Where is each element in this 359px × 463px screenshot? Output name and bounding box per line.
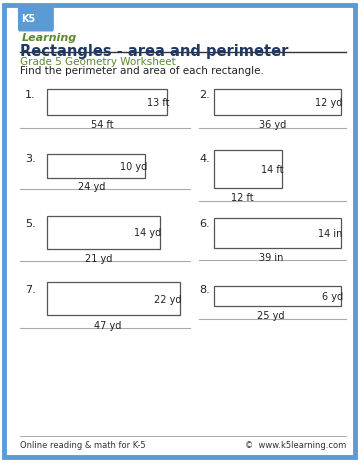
- Text: Learning: Learning: [22, 33, 77, 44]
- Text: 3.: 3.: [25, 154, 36, 164]
- Bar: [47, 154, 145, 178]
- Text: 14 ft: 14 ft: [261, 165, 284, 175]
- Text: 24 yd: 24 yd: [78, 182, 105, 192]
- Text: Rectangles - area and perimeter: Rectangles - area and perimeter: [20, 44, 288, 59]
- Text: 8.: 8.: [199, 285, 210, 295]
- Bar: [47, 90, 167, 116]
- Text: 13 ft: 13 ft: [147, 98, 169, 108]
- Bar: [47, 282, 180, 316]
- Bar: [214, 90, 341, 116]
- Text: 12 yd: 12 yd: [316, 98, 343, 108]
- Text: 22 yd: 22 yd: [154, 294, 181, 304]
- Text: 14 in: 14 in: [318, 228, 343, 238]
- Text: ©  www.k5learning.com: © www.k5learning.com: [245, 440, 346, 449]
- Text: 5.: 5.: [25, 219, 36, 229]
- Text: 4.: 4.: [199, 154, 210, 164]
- FancyBboxPatch shape: [18, 7, 54, 32]
- Text: 21 yd: 21 yd: [85, 253, 112, 263]
- Bar: [214, 219, 341, 248]
- Text: K5: K5: [22, 14, 36, 25]
- Text: 6.: 6.: [199, 219, 210, 229]
- Text: 54 ft: 54 ft: [91, 119, 114, 130]
- Text: 39 in: 39 in: [259, 252, 283, 263]
- Text: 6 yd: 6 yd: [322, 291, 343, 301]
- Text: 36 yd: 36 yd: [259, 119, 286, 130]
- Text: 2.: 2.: [199, 90, 210, 100]
- Text: 10 yd: 10 yd: [120, 161, 147, 171]
- Text: 1.: 1.: [25, 90, 36, 100]
- Text: 7.: 7.: [25, 285, 36, 295]
- Text: Online reading & math for K-5: Online reading & math for K-5: [20, 440, 145, 449]
- Text: 14 yd: 14 yd: [134, 228, 162, 238]
- Text: Find the perimeter and area of each rectangle.: Find the perimeter and area of each rect…: [20, 66, 264, 76]
- Text: Grade 5 Geometry Worksheet: Grade 5 Geometry Worksheet: [20, 56, 176, 67]
- Text: 12 ft: 12 ft: [231, 193, 254, 203]
- Text: 25 yd: 25 yd: [257, 311, 285, 321]
- Text: 47 yd: 47 yd: [94, 320, 121, 330]
- Bar: [214, 286, 341, 307]
- Bar: [214, 151, 282, 189]
- Bar: [47, 217, 160, 249]
